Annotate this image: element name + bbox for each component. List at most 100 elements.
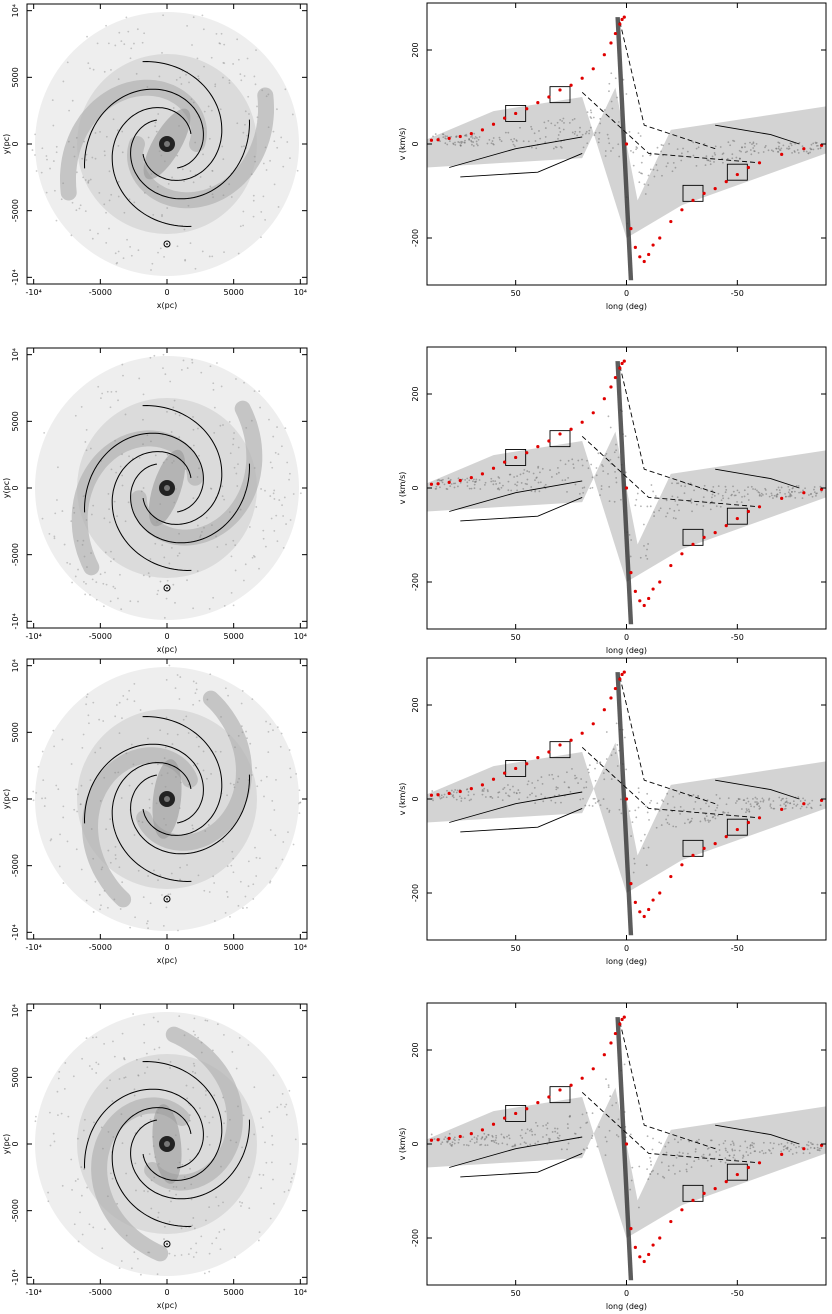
terminal-velocity-point xyxy=(547,1095,551,1099)
lv-gas-particle xyxy=(758,805,761,808)
gas-particle xyxy=(255,856,258,859)
sun-marker-dot xyxy=(166,243,168,245)
gas-particle xyxy=(73,155,76,158)
gas-particle xyxy=(92,504,95,507)
lv-gas-particle xyxy=(530,486,533,488)
lv-gas-particle xyxy=(778,142,781,144)
gas-particle xyxy=(90,552,92,554)
gas-particle xyxy=(85,449,88,452)
lv-gas-particle xyxy=(649,1173,652,1176)
gas-particle xyxy=(193,1017,196,1020)
lv-gas-particle xyxy=(604,1136,607,1139)
lv-gas-particle xyxy=(452,482,455,485)
x-tick-label: 0 xyxy=(624,289,629,298)
terminal-velocity-point xyxy=(691,1198,695,1202)
lv-gas-particle xyxy=(526,1128,529,1131)
gas-particle xyxy=(212,382,215,385)
gas-particle xyxy=(270,1161,273,1164)
gas-particle xyxy=(205,516,208,519)
lv-gas-particle xyxy=(797,796,800,799)
gas-particle xyxy=(79,803,82,806)
gas-particle xyxy=(295,772,298,775)
gas-particle xyxy=(194,692,197,695)
lv-gas-particle xyxy=(566,1148,568,1151)
x-tick-label: 10⁴ xyxy=(294,632,307,641)
lv-gas-particle xyxy=(725,1149,727,1152)
lv-gas-particle xyxy=(529,1143,532,1146)
gas-particle xyxy=(85,703,88,706)
gas-particle xyxy=(267,93,270,96)
gas-particle xyxy=(110,69,112,71)
lv-gas-particle xyxy=(532,472,535,475)
gas-particle xyxy=(95,581,98,584)
lv-gas-particle xyxy=(452,796,455,799)
gas-particle xyxy=(244,123,246,126)
gas-particle xyxy=(114,845,117,848)
gas-particle xyxy=(285,1103,288,1106)
lv-gas-particle xyxy=(762,151,765,153)
gas-particle xyxy=(157,589,160,592)
lv-gas-particle xyxy=(782,144,785,147)
lv-gas-particle xyxy=(790,1142,793,1144)
arm-track-1 xyxy=(619,21,716,150)
gas-particle xyxy=(238,777,240,780)
gas-particle xyxy=(263,795,265,798)
terminal-velocity-point xyxy=(558,743,562,747)
lv-gas-particle xyxy=(587,768,589,771)
lv-gas-particle xyxy=(475,480,477,483)
terminal-velocity-point xyxy=(638,1255,642,1259)
gas-particle xyxy=(137,1074,140,1077)
gas-particle xyxy=(210,773,212,775)
lv-gas-particle xyxy=(633,862,636,865)
lv-gas-particle xyxy=(498,488,501,491)
gas-particle xyxy=(121,484,124,487)
lv-gas-particle xyxy=(559,131,562,133)
lv-gas-particle xyxy=(726,157,729,160)
gas-particle xyxy=(49,1111,51,1114)
terminal-velocity-point xyxy=(702,1191,706,1195)
lv-gas-particle xyxy=(795,805,798,807)
gas-particle xyxy=(69,563,71,565)
lv-gas-particle xyxy=(650,484,653,486)
gas-particle xyxy=(117,145,120,147)
spiral-arm-1 xyxy=(111,451,192,572)
lv-gas-particle xyxy=(556,1132,559,1135)
lv-gas-particle xyxy=(753,144,756,147)
terminal-velocity-point xyxy=(691,853,695,858)
lv-gas-particle xyxy=(584,804,587,807)
gas-particle xyxy=(247,1176,250,1179)
gas-particle xyxy=(273,183,276,186)
gas-particle xyxy=(110,468,113,471)
gas-particle xyxy=(242,131,245,134)
lv-gas-particle xyxy=(594,802,597,804)
spiral-arm-4 xyxy=(83,743,204,824)
gas-particle xyxy=(92,68,95,71)
lv-gas-particle xyxy=(709,1139,712,1142)
lv-gas-particle xyxy=(608,142,611,145)
lv-gas-particle xyxy=(479,488,482,490)
gas-particle xyxy=(186,1097,189,1100)
lv-gas-particle xyxy=(581,487,584,489)
lv-gas-particle xyxy=(788,489,791,491)
gas-particle xyxy=(66,561,69,564)
terminal-velocity-point xyxy=(757,816,762,820)
lv-gas-particle xyxy=(652,168,655,171)
lv-gas-particle xyxy=(470,136,472,138)
gas-particle xyxy=(279,745,282,748)
gas-particle xyxy=(81,746,84,749)
gas-particle xyxy=(142,443,144,446)
gas-particle xyxy=(212,196,214,199)
lv-gas-particle xyxy=(753,1142,755,1145)
lv-gas-particle xyxy=(637,806,640,809)
lv-gas-particle xyxy=(594,131,597,134)
lv-gas-particle xyxy=(467,794,470,797)
lv-gas-particle xyxy=(445,137,447,140)
lv-gas-particle xyxy=(543,121,546,124)
gas-particle xyxy=(213,1094,216,1097)
lv-gas-particle xyxy=(443,483,446,486)
lv-gas-particle xyxy=(534,795,537,798)
gas-particle xyxy=(253,155,256,158)
terminal-velocity-point xyxy=(514,1111,518,1116)
gas-particle xyxy=(232,437,235,440)
terminal-velocity-point xyxy=(536,1101,540,1105)
